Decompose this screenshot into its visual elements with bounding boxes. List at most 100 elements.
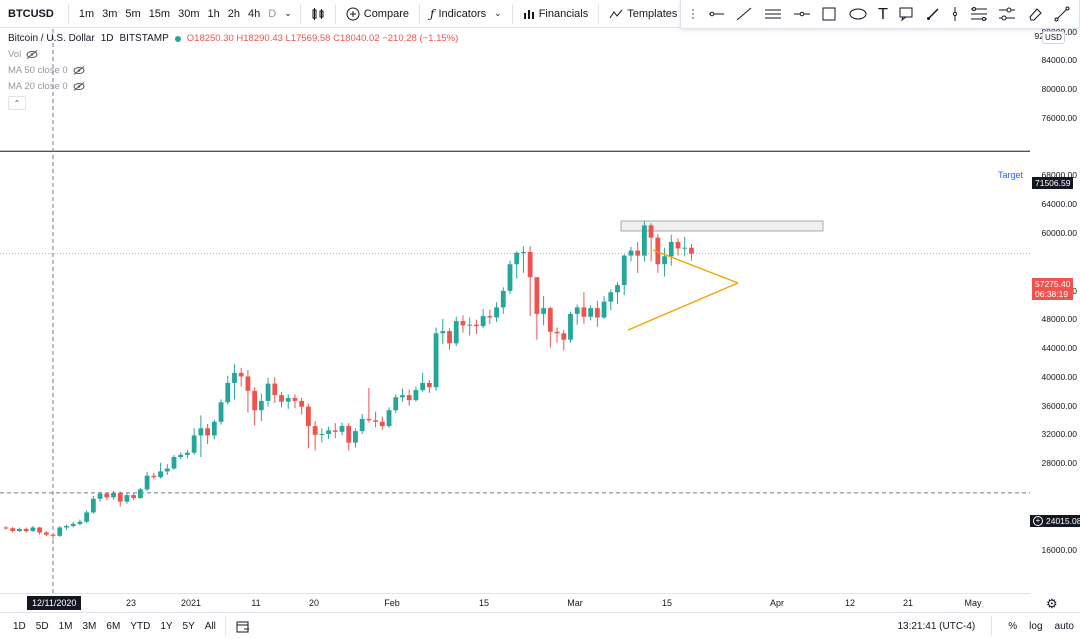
drawing-toolbar: T xyxy=(680,0,1080,29)
range-5d[interactable]: 5D xyxy=(35,620,49,632)
symbol-search[interactable]: BTCUSD xyxy=(8,7,54,20)
candle-body xyxy=(682,247,688,249)
price-axis[interactable]: 92 88000.0084000.0080000.0076000.0068000… xyxy=(1030,27,1080,590)
candle-body xyxy=(621,255,627,286)
timeframe-1m[interactable]: 1m xyxy=(78,7,95,20)
text-icon[interactable]: T xyxy=(878,5,888,23)
financials-button[interactable]: Financials xyxy=(517,8,595,20)
trend-line-icon[interactable] xyxy=(735,6,753,22)
candle-body xyxy=(218,402,224,422)
ohlc-values: O18250.30 H18290.43 L17569.58 C18040.02 … xyxy=(186,33,459,44)
divider xyxy=(598,3,600,24)
timeframe-2h[interactable]: 2h xyxy=(227,7,240,20)
settings-sliders-icon[interactable] xyxy=(998,6,1016,22)
log-toggle[interactable]: log xyxy=(1029,620,1043,632)
add-alert-icon[interactable]: + xyxy=(1033,516,1043,526)
horizontal-ray-icon[interactable] xyxy=(707,7,725,21)
indicator-ma50[interactable]: MA 50 close 0 xyxy=(8,65,458,76)
parallel-channel-icon[interactable] xyxy=(764,6,782,22)
eye-hidden-icon[interactable] xyxy=(73,82,85,91)
candle-body xyxy=(225,382,231,403)
candle-body xyxy=(689,247,694,254)
candle-body xyxy=(332,430,338,432)
candle-body xyxy=(547,308,553,332)
timeframe-5m[interactable]: 5m xyxy=(125,7,141,20)
timeframe-D[interactable]: D xyxy=(268,7,277,20)
indicator-ma20[interactable]: MA 20 close 0 xyxy=(8,81,458,92)
eraser-icon[interactable] xyxy=(1027,6,1043,22)
chevron-up-icon: ⌃ xyxy=(13,98,21,108)
ellipse-icon[interactable] xyxy=(848,7,868,21)
rectangle-icon[interactable] xyxy=(821,6,837,22)
candle-body xyxy=(144,475,150,490)
range-1d[interactable]: 1D xyxy=(13,620,26,632)
bottom-toolbar: 1D 5D 1M 3M 6M YTD 1Y 5Y All 13:21:41 (UTC-4) % … xyxy=(0,612,1080,639)
auto-toggle[interactable]: auto xyxy=(1054,620,1074,632)
goto-date-icon[interactable] xyxy=(230,620,256,633)
candle-body xyxy=(487,316,493,318)
price-tick: 36000.00 xyxy=(1041,400,1077,411)
candle-body xyxy=(648,225,654,238)
horizontal-line-icon[interactable] xyxy=(793,7,811,21)
currency-button[interactable]: USD xyxy=(1042,31,1065,44)
callout-icon[interactable] xyxy=(898,6,914,22)
candle-body xyxy=(178,454,184,458)
eye-hidden-icon[interactable] xyxy=(73,66,85,75)
candle-body xyxy=(117,492,123,502)
candle-body xyxy=(460,321,466,326)
brush-icon[interactable] xyxy=(925,6,941,22)
fib-retracement-icon[interactable] xyxy=(970,6,988,22)
time-axis[interactable]: 12/11/2020 23 2021 11 20 Feb 15 Mar 15 Apr 12 21 Ma… xyxy=(0,593,1030,611)
candle-body xyxy=(339,426,345,432)
timeframe-3m[interactable]: 3m xyxy=(102,7,118,20)
indicators-button[interactable]: ƒ Indicators ⌄ xyxy=(424,7,508,21)
candle-body xyxy=(447,331,452,344)
candle-body xyxy=(111,492,116,498)
collapse-legend-button[interactable]: ⌃ xyxy=(8,96,26,110)
timeframe-30m[interactable]: 30m xyxy=(178,7,200,20)
candle-body xyxy=(279,395,284,402)
candle-body xyxy=(440,331,446,334)
range-all[interactable]: All xyxy=(204,620,216,632)
eye-hidden-icon[interactable] xyxy=(26,50,38,59)
candle-body xyxy=(420,382,426,391)
price-tick: 60000.00 xyxy=(1041,228,1077,239)
range-1m[interactable]: 1M xyxy=(58,620,73,632)
indicator-vol[interactable]: Vol xyxy=(8,49,458,60)
instrument-title[interactable]: Bitcoin / U.S. Dollar xyxy=(8,33,95,44)
candle-body xyxy=(185,452,190,455)
clock-label[interactable]: 13:21:41 (UTC-4) xyxy=(897,620,976,632)
target-label[interactable]: Target xyxy=(998,170,1024,180)
time-tick: 12 xyxy=(844,598,856,608)
range-list: 1D 5D 1M 3M 6M YTD 1Y 5Y All xyxy=(0,621,221,632)
range-3m[interactable]: 3M xyxy=(82,620,97,632)
timeframe-1h[interactable]: 1h xyxy=(207,7,220,20)
timeframe-15m[interactable]: 15m xyxy=(148,7,171,20)
candle-body xyxy=(534,277,540,314)
price-chart[interactable] xyxy=(0,0,1030,593)
range-1y[interactable]: 1Y xyxy=(160,620,173,632)
gear-icon[interactable]: ⚙ xyxy=(1046,596,1058,611)
current-price: 57275.40 xyxy=(1035,279,1071,289)
time-tick: 15 xyxy=(661,598,673,608)
candle-body xyxy=(514,252,520,265)
timeframe-4h[interactable]: 4h xyxy=(248,7,261,20)
pencil-line-icon[interactable] xyxy=(1054,6,1070,22)
candle-body xyxy=(588,308,594,317)
candle-body xyxy=(306,406,311,427)
price-tick: 40000.00 xyxy=(1041,371,1077,382)
divider xyxy=(67,3,69,24)
range-5y[interactable]: 5Y xyxy=(182,620,195,632)
price-tick: 48000.00 xyxy=(1041,314,1077,325)
range-6m[interactable]: 6M xyxy=(106,620,121,632)
templates-icon xyxy=(609,8,623,20)
range-ytd[interactable]: YTD xyxy=(130,620,151,632)
chart-type-button[interactable] xyxy=(305,7,331,21)
vertical-line-icon[interactable] xyxy=(951,6,959,22)
compare-button[interactable]: Compare xyxy=(340,7,415,21)
candle-body xyxy=(655,237,661,265)
drag-handle-icon[interactable] xyxy=(690,7,696,21)
crosshair-price-tag: + 24015.08 xyxy=(1030,515,1080,527)
percent-toggle[interactable]: % xyxy=(1008,620,1018,632)
chevron-down-icon[interactable]: ⌄ xyxy=(284,8,292,18)
